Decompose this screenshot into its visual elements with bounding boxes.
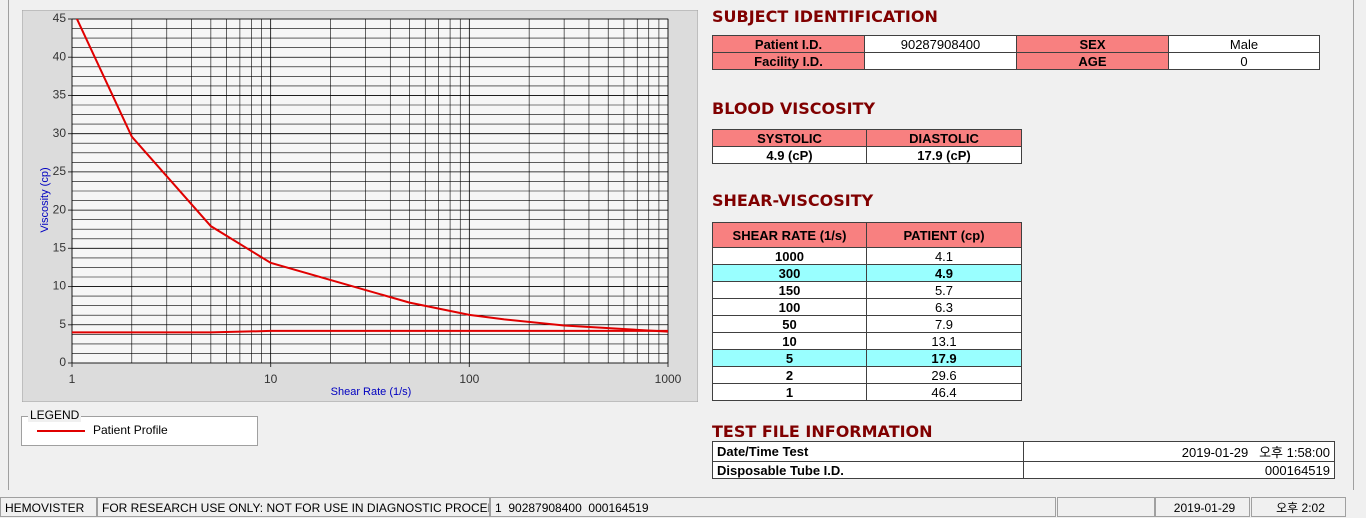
- cell: 1: [712, 383, 867, 401]
- y-tick-label: 10: [53, 279, 67, 293]
- field-value: [864, 52, 1017, 70]
- y-tick-label: 0: [59, 355, 66, 369]
- shear-viscosity-table: SHEAR RATE (1/s) PATIENT (cp) 1000 4.1 300 4…: [712, 222, 1022, 401]
- field-value: Male: [1168, 35, 1320, 53]
- cell: 4.9 (cP): [712, 146, 867, 164]
- field-value: 0: [1168, 52, 1320, 70]
- table-row: 2 29.6: [712, 366, 1022, 384]
- x-tick-label: 1000: [655, 372, 682, 386]
- cell: 17.9 (cP): [866, 146, 1022, 164]
- section-title: TEST FILE INFORMATION: [712, 422, 933, 441]
- data-line: [75, 19, 668, 333]
- status-panel: 2019-01-29: [1155, 497, 1250, 517]
- table-row: 5 17.9: [712, 349, 1022, 367]
- y-tick-label: 25: [53, 164, 67, 178]
- table-row: 1000 4.1: [712, 247, 1022, 265]
- field-label: Patient I.D.: [712, 35, 865, 53]
- field-label: AGE: [1016, 52, 1169, 70]
- legend: LEGEND Patient Profile: [21, 408, 258, 446]
- y-tick-label: 30: [53, 126, 67, 140]
- y-tick-label: 20: [53, 202, 67, 216]
- field-value: 000164519: [1023, 461, 1335, 479]
- table-row: 100 6.3: [712, 298, 1022, 316]
- section-title: BLOOD VISCOSITY: [712, 99, 876, 118]
- column-header: SHEAR RATE (1/s): [712, 222, 867, 248]
- y-tick-label: 35: [53, 88, 67, 102]
- cell: 1000: [712, 247, 867, 265]
- cell: 300: [712, 264, 867, 282]
- section-title: SHEAR-VISCOSITY: [712, 191, 874, 210]
- x-tick-label: 100: [459, 372, 479, 386]
- y-tick-label: 40: [53, 49, 67, 63]
- field-label: Disposable Tube I.D.: [712, 461, 1024, 479]
- table-row: 10 13.1: [712, 332, 1022, 350]
- field-label: Facility I.D.: [712, 52, 865, 70]
- column-header: PATIENT (cp): [866, 222, 1022, 248]
- column-header: DIASTOLIC: [866, 129, 1022, 147]
- y-tick-label: 15: [53, 241, 67, 255]
- cell: 150: [712, 281, 867, 299]
- window-frame: [8, 0, 1354, 490]
- legend-title: LEGEND: [28, 408, 82, 422]
- cell: 100: [712, 298, 867, 316]
- table-row: 1 46.4: [712, 383, 1022, 401]
- cell: 4.9: [866, 264, 1022, 282]
- cell: 13.1: [866, 332, 1022, 350]
- x-tick-label: 1: [69, 372, 76, 386]
- y-axis-label: Viscosity (cp): [39, 167, 51, 232]
- cell: 5: [712, 349, 867, 367]
- y-tick-label: 45: [53, 11, 67, 25]
- status-panel: 오후 2:02: [1251, 497, 1346, 517]
- cell: 50: [712, 315, 867, 333]
- cell: 5.7: [866, 281, 1022, 299]
- cell: 29.6: [866, 366, 1022, 384]
- field-value: 90287908400: [864, 35, 1017, 53]
- cell: 10: [712, 332, 867, 350]
- status-panel: HEMOVISTER: [0, 497, 97, 517]
- cell: 17.9: [866, 349, 1022, 367]
- subject-table: Patient I.D. 90287908400 SEX Male Facility …: [712, 35, 1320, 70]
- section-title: SUBJECT IDENTIFICATION: [712, 7, 938, 26]
- table-row: 50 7.9: [712, 315, 1022, 333]
- field-label: Date/Time Test: [712, 441, 1024, 462]
- blood-viscosity-table: SYSTOLIC DIASTOLIC 4.9 (cP) 17.9 (cP): [712, 129, 1022, 164]
- status-panel: FOR RESEARCH USE ONLY: NOT FOR USE IN DI…: [97, 497, 490, 517]
- cell: 6.3: [866, 298, 1022, 316]
- field-value: 2019-01-29 오후 1:58:00: [1023, 441, 1335, 462]
- test-file-table: Date/Time Test 2019-01-29 오후 1:58:00 Disp…: [712, 441, 1335, 479]
- y-tick-label: 5: [59, 317, 66, 331]
- table-row: 150 5.7: [712, 281, 1022, 299]
- status-panel: 1 90287908400 000164519: [490, 497, 1056, 517]
- column-header: SYSTOLIC: [712, 129, 867, 147]
- legend-label: Patient Profile: [93, 423, 168, 437]
- x-tick-label: 10: [264, 372, 278, 386]
- x-axis-label: Shear Rate (1/s): [331, 386, 412, 398]
- cell: 4.1: [866, 247, 1022, 265]
- cell: 46.4: [866, 383, 1022, 401]
- cell: 2: [712, 366, 867, 384]
- data-line: [72, 329, 668, 334]
- field-label: SEX: [1016, 35, 1169, 53]
- status-panel: [1057, 497, 1155, 517]
- cell: 7.9: [866, 315, 1022, 333]
- chart: 0 5 10 15 20 25 30 35 40 45 1 10 100 1000 Shear Rate …: [22, 10, 698, 402]
- table-row: 300 4.9: [712, 264, 1022, 282]
- legend-swatch: [37, 430, 85, 432]
